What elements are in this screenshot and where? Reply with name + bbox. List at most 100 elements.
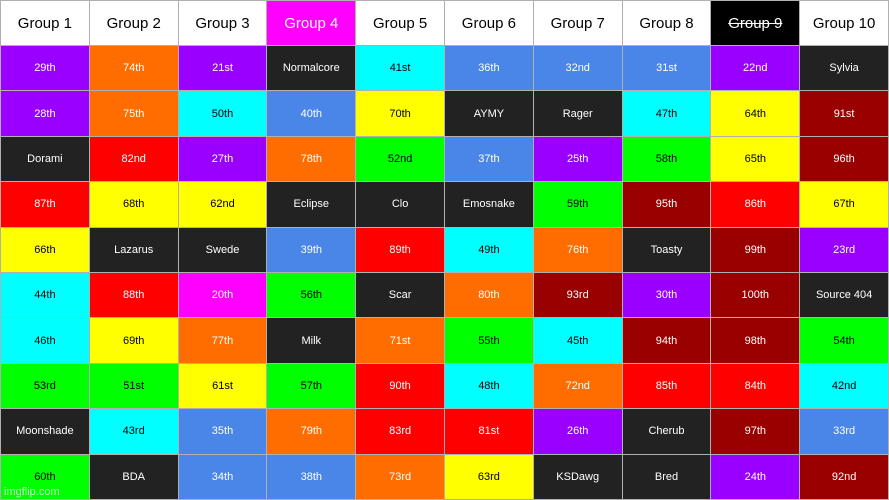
grid-cell: 89th [356, 227, 445, 273]
group-header-2: Group 2 [89, 1, 179, 46]
grid-cell: 43rd [89, 409, 179, 455]
grid-cell: Toasty [622, 227, 712, 273]
group-header-1: Group 1 [1, 1, 90, 46]
grid-cell: 30th [622, 273, 712, 319]
grid-cell: 47th [622, 91, 712, 137]
grid-cell: Rager [533, 91, 623, 137]
group-header-9: Group 9 [711, 1, 801, 46]
grid-cell: 35th [178, 409, 268, 455]
grid-cell: 77th [178, 318, 268, 364]
grid-cell: 60th [1, 454, 90, 500]
grid-cell: 91st [800, 91, 889, 137]
grid-cell: 39th [267, 227, 357, 273]
group-header-7: Group 7 [533, 1, 623, 46]
grid-cell: AYMY [445, 91, 534, 137]
grid-cell: 31st [622, 46, 712, 92]
grid-cell: 46th [1, 318, 90, 364]
grid-cell: 44th [1, 273, 90, 319]
group-header-3: Group 3 [178, 1, 268, 46]
grid-cell: 69th [89, 318, 179, 364]
grid-cell: 88th [89, 273, 179, 319]
grid-cell: 83rd [356, 409, 445, 455]
group-header-6: Group 6 [445, 1, 534, 46]
grid-cell: 81st [445, 409, 534, 455]
grid-cell: 29th [1, 46, 90, 92]
grid-cell: 84th [711, 363, 801, 410]
grid-cell: 94th [622, 318, 712, 364]
grid-cell: 36th [445, 46, 534, 92]
grid-cell: 20th [178, 273, 268, 319]
grid-cell: Source 404 [800, 273, 889, 319]
grid-cell: 63rd [445, 454, 534, 500]
grid-cell: 95th [622, 182, 712, 228]
grid-cell: 42nd [800, 363, 889, 410]
grid-cell: 45th [533, 318, 623, 364]
grid-cell: 21st [178, 46, 268, 92]
grid-cell: 96th [800, 136, 889, 183]
grid-cell: 26th [533, 409, 623, 455]
grid-cell: 53rd [1, 363, 90, 410]
grid-cell: 49th [445, 227, 534, 273]
grid-cell: 52nd [356, 136, 445, 183]
grid-cell: 58th [622, 136, 712, 183]
grid-cell: 68th [89, 182, 179, 228]
group-header-5: Group 5 [356, 1, 445, 46]
grid-cell: 71st [356, 318, 445, 364]
grid-cell: Normalcore [267, 46, 357, 92]
grid-cell: 65th [711, 136, 801, 183]
grid-cell: Emosnake [445, 182, 534, 228]
grid-cell: Bred [622, 454, 712, 500]
grid-cell: KSDawg [533, 454, 623, 500]
grid-cell: 87th [1, 182, 90, 228]
grid-cell: Lazarus [89, 227, 179, 273]
grid-cell: 51st [89, 363, 179, 410]
grid-cell: 33rd [800, 409, 889, 455]
grid-cell: 28th [1, 91, 90, 137]
group-header-4: Group 4 [267, 1, 357, 46]
grid-cell: 64th [711, 91, 801, 137]
grid-cell: 67th [800, 182, 889, 228]
grid-cell: 75th [89, 91, 179, 137]
grid-cell: 98th [711, 318, 801, 364]
grid-cell: Clo [356, 182, 445, 228]
grid-cell: 82nd [89, 136, 179, 183]
grid-cell: Swede [178, 227, 268, 273]
grid-cell: 90th [356, 363, 445, 410]
grid-cell: 59th [533, 182, 623, 228]
grid-cell: BDA [89, 454, 179, 500]
grid-cell: 34th [178, 454, 268, 500]
grid-cell: 66th [1, 227, 90, 273]
grid-cell: 27th [178, 136, 268, 183]
grid-cell: 100th [711, 273, 801, 319]
grid-cell: 70th [356, 91, 445, 137]
grid-cell: Scar [356, 273, 445, 319]
grid-cell: 57th [267, 363, 357, 410]
grid-cell: 38th [267, 454, 357, 500]
grid-cell: 37th [445, 136, 534, 183]
grid-cell: 86th [711, 182, 801, 228]
grid-cell: 79th [267, 409, 357, 455]
grid-cell: 55th [445, 318, 534, 364]
grid-cell: 76th [533, 227, 623, 273]
grid-cell: Cherub [622, 409, 712, 455]
grid-cell: 54th [800, 318, 889, 364]
grid-cell: 23rd [800, 227, 889, 273]
grid-cell: 41st [356, 46, 445, 92]
grid-cell: 50th [178, 91, 268, 137]
grid-cell: 25th [533, 136, 623, 183]
grid-cell: 61st [178, 363, 268, 410]
grid-cell: 56th [267, 273, 357, 319]
grid-cell: Sylvia [800, 46, 889, 92]
grid-cell: Moonshade [1, 409, 90, 455]
grid-cell: Milk [267, 318, 357, 364]
grid-cell: 32nd [533, 46, 623, 92]
grid-cell: 22nd [711, 46, 801, 92]
grid-cell: 97th [711, 409, 801, 455]
grid-cell: 78th [267, 136, 357, 183]
grid-cell: 99th [711, 227, 801, 273]
group-header-8: Group 8 [622, 1, 712, 46]
grid-cell: 72nd [533, 363, 623, 410]
grid-cell: 74th [89, 46, 179, 92]
grid-cell: 62nd [178, 182, 268, 228]
